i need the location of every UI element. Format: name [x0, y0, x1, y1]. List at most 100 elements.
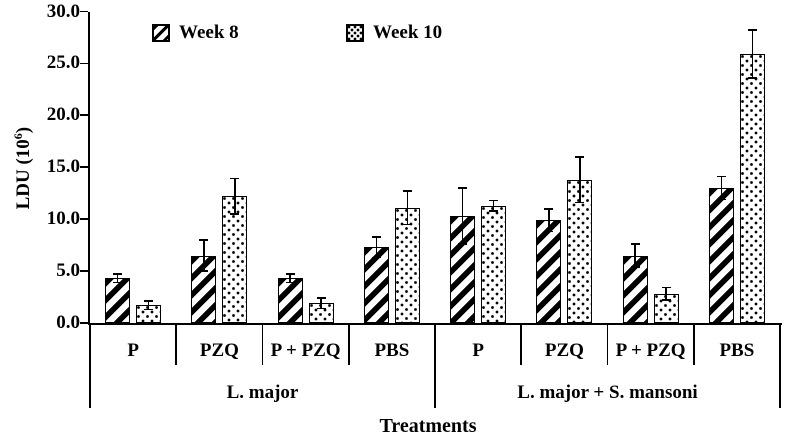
- treatment-separator: [520, 323, 523, 365]
- error-bar-cap-top: [575, 156, 585, 158]
- error-bar-cap-bottom: [144, 308, 154, 311]
- error-bar-cap-bottom: [661, 299, 671, 301]
- group-separator: [434, 323, 436, 408]
- bar-week10-P-0: [136, 305, 162, 323]
- bar-week10-PZQ-5: [567, 179, 593, 323]
- y-tick-mark: [80, 270, 89, 272]
- error-bar-line: [203, 239, 205, 272]
- error-bar-cap-bottom: [402, 223, 412, 226]
- error-bar-cap-bottom: [285, 281, 295, 284]
- error-bar-cap-top: [402, 190, 412, 192]
- bar-week10-P-4: [481, 205, 507, 323]
- legend-label-week10: Week 10: [373, 22, 443, 43]
- error-bar-cap-top: [230, 177, 240, 180]
- y-tick-label: 20.0: [46, 104, 80, 126]
- y-tick-label: 10.0: [46, 208, 80, 230]
- error-bar-cap-bottom: [230, 213, 240, 215]
- error-bar-line: [116, 274, 119, 283]
- treatment-label: PZQ: [199, 340, 239, 361]
- error-bar-cap-top: [285, 273, 295, 275]
- error-bar-cap-bottom: [716, 198, 726, 201]
- bar-week10-PBS-3: [394, 207, 420, 323]
- bar-week8-PBS-7: [708, 188, 734, 323]
- error-bar-cap-bottom: [489, 210, 499, 212]
- bar-week10-PBS-7: [739, 54, 765, 323]
- group-separator: [779, 323, 781, 408]
- error-bar-cap-top: [458, 187, 468, 189]
- error-bar-cap-top: [716, 175, 726, 178]
- error-bar-cap-top: [747, 29, 757, 31]
- group-label-1: L. major + S. mansoni: [517, 382, 698, 403]
- error-bar-cap-top: [630, 243, 640, 245]
- treatment-label: PBS: [719, 340, 755, 361]
- treatment-label: P + PZQ: [270, 340, 341, 361]
- treatment-label: P: [127, 340, 139, 361]
- error-bar-cap-bottom: [575, 201, 585, 204]
- error-bar-cap-bottom: [458, 243, 468, 245]
- y-tick-mark: [80, 62, 89, 65]
- y-tick-label: 30.0: [46, 0, 80, 22]
- error-bar-cap-bottom: [371, 256, 381, 259]
- error-bar-cap-top: [316, 297, 326, 299]
- x-axis-title: Treatments: [379, 415, 477, 437]
- error-bar-line: [234, 178, 236, 214]
- legend-item-week10: Week 10: [346, 23, 442, 43]
- bar-week8-PPZQ-2: [277, 278, 303, 323]
- week8-hatch-swatch: [152, 24, 170, 42]
- error-bar-cap-top: [371, 236, 381, 238]
- bar-week8-PBS-3: [363, 247, 389, 323]
- treatment-separator: [261, 323, 264, 365]
- y-tick-mark: [80, 322, 89, 324]
- y-axis-line: [88, 11, 90, 325]
- week10-dots-swatch: [346, 24, 364, 42]
- error-bar-line: [406, 191, 409, 225]
- treatment-label: PZQ: [544, 340, 584, 361]
- error-bar-cap-top: [199, 239, 209, 241]
- treatment-label: P + PZQ: [615, 340, 686, 361]
- treatment-label: PBS: [374, 340, 410, 361]
- legend-label-week8: Week 8: [179, 22, 239, 43]
- legend-item-week8: Week 8: [152, 23, 239, 43]
- error-bar-cap-bottom: [316, 307, 326, 310]
- error-bar-line: [461, 188, 464, 245]
- y-axis-label-superscript: 6: [10, 133, 25, 140]
- error-bar-cap-bottom: [544, 230, 554, 233]
- y-tick-mark: [80, 218, 89, 221]
- error-bar-line: [147, 301, 150, 310]
- error-bar-cap-bottom: [199, 270, 209, 272]
- group-label-0: L. major: [226, 382, 299, 403]
- y-tick-label: 5.0: [56, 260, 80, 282]
- error-bar-line: [320, 298, 322, 309]
- treatment-separator: [692, 323, 695, 365]
- y-tick-label: 15.0: [46, 156, 80, 178]
- error-bar-line: [634, 244, 636, 267]
- y-tick-mark: [80, 166, 89, 169]
- error-bar-cap-bottom: [630, 266, 640, 268]
- treatment-separator: [606, 323, 609, 365]
- error-bar-cap-top: [144, 300, 154, 302]
- group-separator: [89, 323, 91, 408]
- y-tick-mark: [80, 114, 89, 117]
- error-bar-cap-bottom: [747, 77, 757, 79]
- treatment-separator: [347, 323, 350, 365]
- error-bar-cap-top: [489, 199, 499, 202]
- error-bar-cap-top: [661, 286, 671, 289]
- error-bar-line: [548, 208, 550, 232]
- error-bar-line: [289, 274, 291, 283]
- error-bar-line: [492, 200, 495, 211]
- error-bar-line: [665, 287, 667, 301]
- bar-week8-PZQ-5: [536, 220, 562, 323]
- y-tick-label: 25.0: [46, 52, 80, 74]
- error-bar-line: [751, 30, 754, 78]
- treatment-separator: [175, 323, 178, 365]
- treatment-label: P: [472, 340, 484, 361]
- bar-week8-P-0: [105, 278, 131, 323]
- bar-week10-PZQ-1: [222, 196, 248, 323]
- error-bar-cap-bottom: [113, 281, 123, 284]
- y-tick-mark: [80, 10, 89, 13]
- y-tick-label: 0.0: [56, 312, 80, 333]
- error-bar-line: [579, 156, 581, 203]
- error-bar-line: [375, 236, 378, 258]
- error-bar-line: [720, 176, 723, 200]
